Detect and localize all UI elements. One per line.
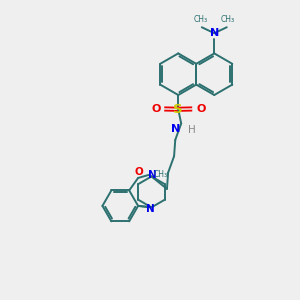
Text: S: S <box>173 103 183 116</box>
Text: N: N <box>210 28 219 38</box>
Text: O: O <box>135 167 144 177</box>
Text: CH₃: CH₃ <box>194 15 208 24</box>
Text: N: N <box>146 204 155 214</box>
Text: N: N <box>148 170 157 180</box>
Text: O: O <box>151 104 160 114</box>
Text: CH₃: CH₃ <box>153 170 167 179</box>
Text: N: N <box>171 124 181 134</box>
Text: H: H <box>188 125 196 135</box>
Text: CH₃: CH₃ <box>221 15 235 24</box>
Text: O: O <box>196 104 206 114</box>
